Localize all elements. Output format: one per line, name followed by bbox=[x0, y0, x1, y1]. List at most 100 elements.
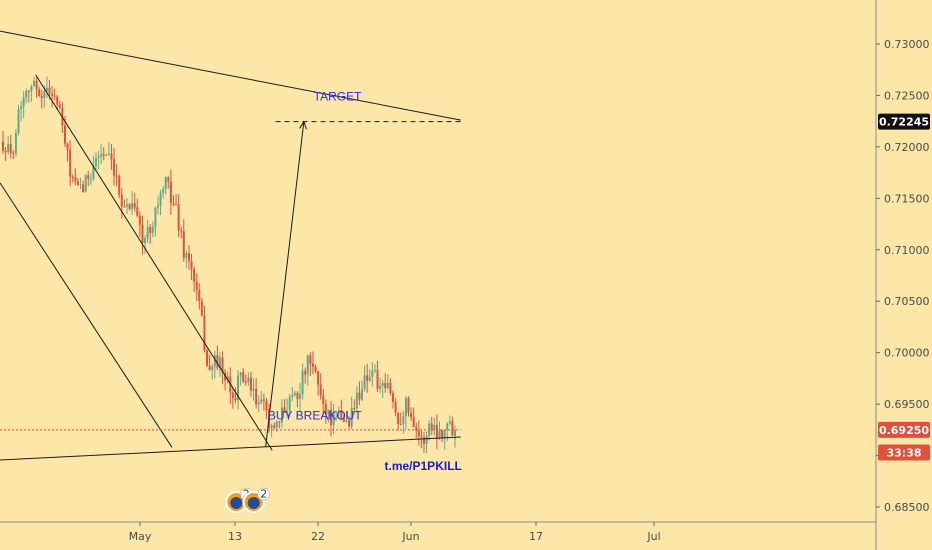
candle-up bbox=[213, 350, 216, 379]
candle-down bbox=[172, 195, 175, 207]
candle-down bbox=[40, 89, 43, 109]
candle-body bbox=[56, 96, 59, 105]
candle-body bbox=[410, 413, 413, 418]
candle-down bbox=[330, 400, 333, 437]
candle-body bbox=[146, 226, 149, 239]
candle-body bbox=[296, 392, 299, 399]
y-tick-label: 0.70500 bbox=[884, 295, 930, 308]
candle-body bbox=[45, 87, 48, 92]
candle-down bbox=[200, 297, 203, 317]
candle-body bbox=[76, 181, 79, 186]
candle-down bbox=[358, 381, 361, 405]
candle-body bbox=[185, 253, 188, 258]
candle-down bbox=[27, 90, 30, 103]
candle-body bbox=[118, 176, 121, 195]
candle-body bbox=[327, 409, 330, 415]
candle-body bbox=[115, 175, 118, 177]
breakout-arrow-up bbox=[265, 121, 305, 447]
candle-body bbox=[350, 407, 353, 427]
candle-body bbox=[415, 427, 418, 431]
candle-down bbox=[102, 147, 105, 161]
candle-down bbox=[324, 399, 327, 424]
candle-down bbox=[180, 226, 183, 239]
candle-body bbox=[249, 377, 252, 391]
candle-body bbox=[270, 425, 273, 428]
candle-up bbox=[350, 396, 353, 430]
candle-down bbox=[314, 364, 317, 374]
candle-body bbox=[48, 87, 51, 94]
candle-body bbox=[394, 401, 397, 413]
candle-body bbox=[164, 177, 167, 189]
candle-body bbox=[260, 399, 263, 403]
candle-body bbox=[200, 301, 203, 316]
x-tick-label: Jul bbox=[646, 530, 660, 543]
candle-body bbox=[376, 369, 379, 389]
candle-body bbox=[384, 383, 387, 389]
candle-body bbox=[311, 363, 314, 367]
candle-body bbox=[151, 227, 154, 234]
candle-body bbox=[288, 396, 291, 411]
candle-body bbox=[74, 176, 77, 182]
candle-body bbox=[110, 153, 113, 160]
candle-down bbox=[283, 399, 286, 414]
candle-body bbox=[361, 388, 364, 400]
candle-down bbox=[123, 199, 126, 208]
candle-body bbox=[335, 411, 338, 413]
candle-body bbox=[441, 430, 444, 438]
candle-up bbox=[270, 423, 273, 438]
candle-body bbox=[87, 175, 90, 179]
candle-body bbox=[195, 281, 198, 290]
candle-down bbox=[221, 351, 224, 384]
candle-body bbox=[131, 202, 134, 209]
candle-up bbox=[239, 371, 242, 386]
candle-up bbox=[257, 395, 260, 412]
candle-body bbox=[92, 165, 95, 179]
candle-down bbox=[208, 354, 211, 371]
candle-body bbox=[213, 355, 216, 367]
candle-body bbox=[193, 268, 196, 282]
candle-up bbox=[280, 399, 283, 428]
event-badge-2[interactable]: 2 bbox=[242, 488, 270, 513]
candle-body bbox=[51, 93, 54, 96]
candle-body bbox=[324, 403, 327, 415]
candle-body bbox=[433, 424, 436, 430]
candle-down bbox=[423, 432, 426, 453]
candle-up bbox=[288, 393, 291, 418]
candle-down bbox=[66, 142, 69, 162]
candle-up bbox=[100, 144, 103, 164]
candle-body bbox=[206, 350, 209, 366]
y-tick-label: 0.71000 bbox=[884, 244, 930, 257]
candle-body bbox=[66, 143, 69, 150]
candle-down bbox=[234, 387, 237, 404]
candle-up bbox=[448, 415, 451, 426]
candle-body bbox=[20, 106, 23, 110]
candle-up bbox=[92, 155, 95, 182]
candle-down bbox=[317, 371, 320, 396]
x-tick-label: 22 bbox=[311, 530, 325, 543]
candle-body bbox=[187, 253, 190, 262]
candle-body bbox=[373, 369, 376, 371]
candle-up bbox=[22, 91, 25, 119]
countdown-tag-text: 33:38 bbox=[886, 446, 921, 459]
x-tick-label: Jun bbox=[401, 530, 419, 543]
candle-down bbox=[193, 266, 196, 293]
candle-body bbox=[30, 86, 33, 92]
candle-body bbox=[113, 159, 116, 176]
candle-up bbox=[433, 417, 436, 436]
candle-down bbox=[410, 407, 413, 421]
candle-body bbox=[244, 381, 247, 383]
candle-down bbox=[71, 174, 74, 183]
candle-body bbox=[255, 389, 258, 405]
candle-body bbox=[53, 95, 56, 97]
candle-body bbox=[435, 424, 438, 439]
candle-down bbox=[175, 194, 178, 206]
candle-up bbox=[146, 219, 149, 243]
candle-down bbox=[58, 100, 61, 110]
candle-up bbox=[17, 104, 20, 136]
candle-down bbox=[417, 420, 420, 446]
candle-down bbox=[167, 176, 170, 189]
candle-body bbox=[58, 104, 61, 108]
candle-down bbox=[296, 391, 299, 408]
candle-body bbox=[38, 89, 41, 96]
